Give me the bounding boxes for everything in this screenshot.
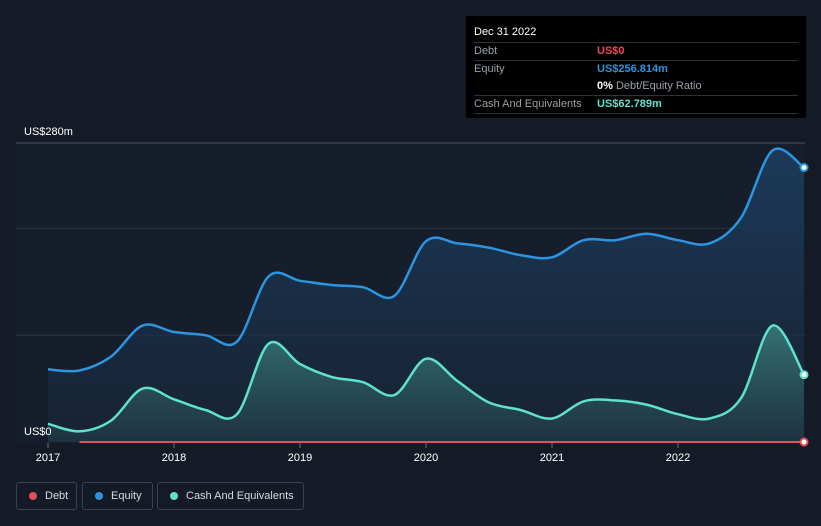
tooltip-equity-value: US$256.814m [597, 63, 668, 75]
x-tick-label: 2019 [288, 452, 312, 464]
cash-legend-dot-icon [170, 492, 178, 500]
tooltip-row-equity: Equity US$256.814m [474, 60, 798, 78]
y-tick-label-top: US$280m [24, 126, 73, 138]
tooltip-debt-label: Debt [474, 45, 498, 57]
y-tick-label-bottom: US$0 [24, 426, 52, 438]
x-tick-label: 2022 [666, 452, 690, 464]
tooltip-debt-value: US$0 [597, 45, 625, 57]
tooltip-date: Dec 31 2022 [474, 26, 537, 38]
x-tick-label: 2021 [540, 452, 564, 464]
debt-legend-dot-icon [29, 492, 37, 500]
legend-item-cash[interactable]: Cash And Equivalents [157, 482, 304, 510]
tooltip-ratio-label: Debt/Equity Ratio [615, 80, 702, 92]
data-tooltip: Dec 31 2022 Debt US$0 Equity US$256.814m… [466, 16, 806, 118]
legend-cash-label: Cash And Equivalents [186, 490, 294, 502]
tooltip-equity-label: Equity [474, 63, 505, 75]
legend-equity-label: Equity [111, 490, 142, 502]
legend-item-debt[interactable]: Debt [16, 482, 77, 510]
tooltip-cash-label: Cash And Equivalents [474, 98, 582, 110]
debt-end-marker [799, 437, 809, 447]
x-tick-label: 2020 [414, 452, 438, 464]
equity-area [48, 148, 804, 442]
equity-line [47, 147, 805, 373]
tooltip-ratio-value: 0% [597, 80, 613, 92]
tooltip-row-debt: Debt US$0 [474, 42, 798, 60]
tooltip-row-cash: Cash And Equivalents US$62.789m [474, 95, 798, 114]
tooltip-cash-value: US$62.789m [597, 98, 662, 110]
cash-end-marker [799, 370, 809, 380]
equity-legend-dot-icon [95, 492, 103, 500]
legend-debt-label: Debt [45, 490, 69, 502]
x-tick-label: 2018 [162, 452, 186, 464]
x-tick-label: 2017 [36, 452, 60, 464]
tooltip-row-ratio: 0% Debt/Equity Ratio [474, 78, 798, 95]
legend-item-equity[interactable]: Equity [82, 482, 153, 510]
equity-end-marker [799, 163, 809, 173]
cash-area [48, 325, 804, 442]
x-axis: 2017 2018 2019 2020 2021 2022 [36, 443, 690, 464]
cash-line [47, 324, 806, 433]
